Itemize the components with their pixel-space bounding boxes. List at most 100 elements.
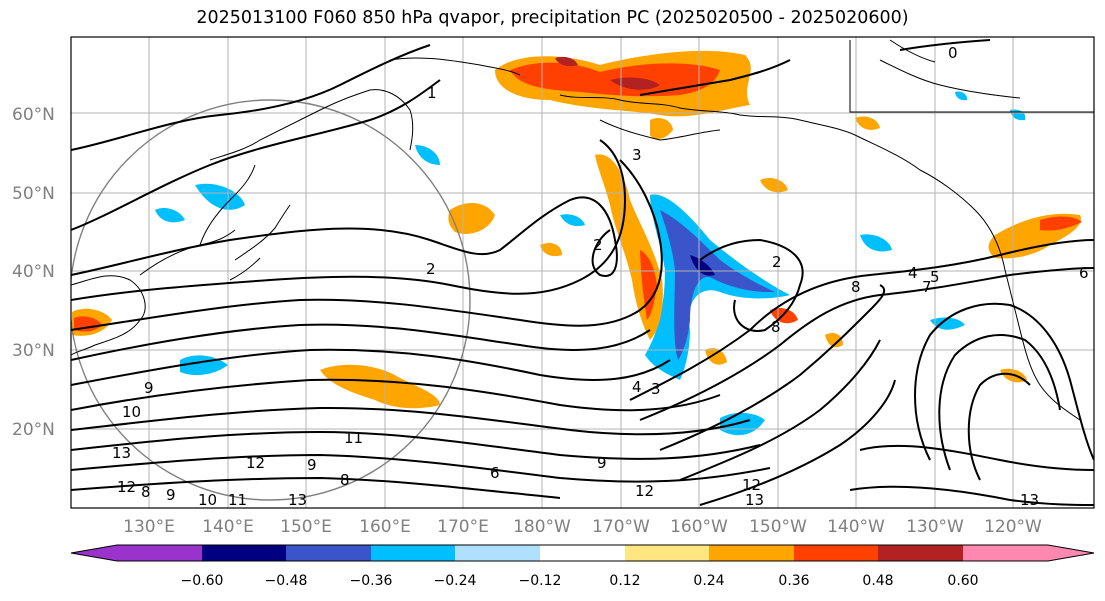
contour-line bbox=[659, 284, 886, 451]
colorbar-label: −0.24 bbox=[434, 573, 477, 589]
contour-label: 1 bbox=[427, 84, 437, 102]
lat-label: 20°N bbox=[12, 420, 55, 440]
contour-line bbox=[71, 476, 561, 499]
contour-label: 2 bbox=[772, 253, 782, 271]
colorbar-segment bbox=[540, 545, 625, 561]
shade-region bbox=[415, 145, 440, 165]
contour-label: 9 bbox=[597, 454, 607, 472]
shade-region bbox=[555, 56, 578, 67]
contour-line bbox=[71, 406, 751, 436]
colorbar-label: 0.24 bbox=[693, 573, 724, 589]
lon-label: 120°W bbox=[984, 517, 1042, 537]
colorbar-label: 0.48 bbox=[862, 573, 893, 589]
contour-label: 10 bbox=[122, 403, 141, 421]
contour-label: 8 bbox=[851, 278, 861, 296]
latitude-labels: 20°N 30°N 40°N 50°N 60°N bbox=[12, 105, 55, 440]
shade-region bbox=[560, 214, 585, 227]
contour-line bbox=[71, 79, 441, 231]
lon-label: 140°E bbox=[202, 517, 254, 537]
lon-label: 130°E bbox=[123, 517, 175, 537]
colorbar-label: 0.12 bbox=[609, 573, 640, 589]
contour-line bbox=[859, 444, 1094, 471]
contour-label: 6 bbox=[1079, 264, 1089, 282]
contour-label: 13 bbox=[1020, 491, 1039, 509]
contour-label: 12 bbox=[635, 482, 654, 500]
lat-label: 50°N bbox=[12, 184, 55, 204]
map-panel: 0 1 2 3 2 4 5 6 7 8 8 2 9 10 11 12 13 12… bbox=[70, 36, 1095, 509]
shade-region bbox=[855, 116, 880, 130]
colorbar-segment bbox=[71, 545, 202, 561]
shade-region bbox=[650, 118, 673, 140]
lon-label: 140°W bbox=[827, 517, 885, 537]
shade-region bbox=[955, 91, 968, 101]
lon-label: 180°W bbox=[513, 517, 571, 537]
contour-label: 12 bbox=[742, 476, 761, 494]
lon-label: 160°E bbox=[359, 517, 411, 537]
lon-label: 150°W bbox=[749, 517, 807, 537]
colorbar-segment bbox=[709, 545, 794, 561]
shade-region bbox=[825, 333, 843, 348]
colorbar-segment bbox=[625, 545, 709, 561]
contour-label: 8 bbox=[771, 318, 781, 336]
contour-label: 2 bbox=[593, 236, 603, 254]
colorbar-segment bbox=[371, 545, 455, 561]
colorbar-label: 0.36 bbox=[778, 573, 809, 589]
contour-label: 9 bbox=[307, 456, 317, 474]
contour-labels: 0 1 2 3 2 4 5 6 7 8 8 2 9 10 11 12 13 12… bbox=[112, 44, 1089, 509]
lon-label: 160°W bbox=[670, 517, 728, 537]
contour-line bbox=[71, 159, 663, 331]
colorbar-segment bbox=[202, 545, 286, 561]
longitude-labels: 130°E 140°E 150°E 160°E 170°E 180°W 170°… bbox=[123, 517, 1042, 537]
lon-label: 170°E bbox=[437, 517, 489, 537]
shade-region bbox=[540, 243, 562, 257]
contours bbox=[71, 39, 1094, 506]
contour-line bbox=[938, 334, 1061, 471]
shade-region bbox=[195, 183, 245, 210]
shade-region bbox=[770, 308, 798, 324]
contour-line bbox=[849, 485, 1094, 506]
colorbar-segment bbox=[286, 545, 371, 561]
contour-label: 5 bbox=[930, 268, 940, 286]
colorbar-segment bbox=[794, 545, 878, 561]
contour-label: 4 bbox=[908, 264, 918, 282]
lon-label: 170°W bbox=[592, 517, 650, 537]
shade-region bbox=[1040, 216, 1082, 231]
colorbar-label: −0.48 bbox=[265, 573, 308, 589]
reference-circle bbox=[71, 99, 471, 501]
colorbar-label: −0.12 bbox=[519, 573, 562, 589]
contour-label: 12 bbox=[246, 454, 265, 472]
contour-label: 4 bbox=[632, 378, 642, 396]
contour-label: 11 bbox=[344, 429, 363, 447]
contour-line bbox=[71, 378, 721, 412]
contour-line bbox=[71, 139, 627, 301]
contour-label: 11 bbox=[228, 491, 247, 509]
contour-line bbox=[71, 44, 431, 151]
contour-label: 6 bbox=[490, 464, 500, 482]
contour-line bbox=[699, 379, 896, 506]
contour-label: 13 bbox=[112, 444, 131, 462]
contour-line bbox=[639, 59, 791, 96]
contour-line bbox=[639, 267, 1094, 421]
contour-label: 13 bbox=[745, 491, 764, 509]
contour-label: 10 bbox=[198, 491, 217, 509]
shade-region bbox=[640, 250, 657, 320]
shaded-regions bbox=[72, 50, 1082, 436]
contour-label: 13 bbox=[288, 491, 307, 509]
shade-region bbox=[860, 234, 892, 252]
contour-label: 0 bbox=[948, 44, 958, 62]
map-title: 2025013100 F060 850 hPa qvapor, precipit… bbox=[196, 8, 909, 28]
colorbar: −0.60 −0.48 −0.36 −0.24 −0.12 0.12 0.24 … bbox=[70, 544, 1095, 589]
contour-line bbox=[71, 348, 671, 386]
gridlines bbox=[71, 37, 1094, 508]
lat-label: 60°N bbox=[12, 105, 55, 125]
contour-label: 12 bbox=[117, 478, 136, 496]
shade-region bbox=[660, 210, 775, 360]
contour-label: 3 bbox=[632, 146, 642, 164]
contour-line bbox=[679, 339, 881, 481]
colorbar-segment bbox=[963, 545, 1094, 561]
contour-label: 2 bbox=[426, 260, 436, 278]
colorbar-segment bbox=[455, 545, 540, 561]
contour-line bbox=[71, 196, 618, 277]
colorbar-segment bbox=[878, 545, 963, 561]
